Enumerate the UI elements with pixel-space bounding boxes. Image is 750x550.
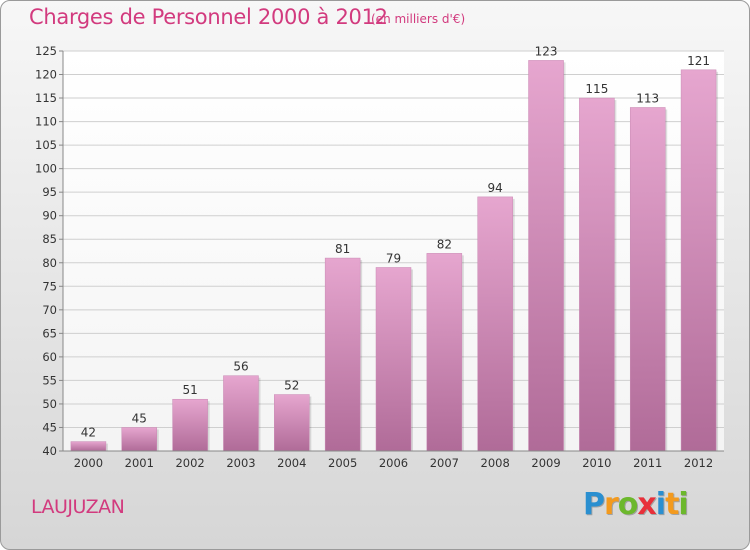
x-axis: 2000 2001 2002 2003 2004 2005 2006 2007 2008 2009… xyxy=(63,450,724,470)
logo-letter: i xyxy=(655,487,666,522)
bar-value-label: 52 xyxy=(284,379,299,393)
bar-2001 xyxy=(121,427,158,452)
bar-value-label: 79 xyxy=(386,251,401,265)
y-tick-label: 105 xyxy=(35,138,57,152)
logo-letter: x xyxy=(637,487,656,522)
bar-2011 xyxy=(629,107,666,452)
y-tick-label: 65 xyxy=(42,326,57,340)
x-tick-label: 2012 xyxy=(684,456,713,470)
logo-letter: t xyxy=(665,487,679,522)
x-tick-label: 2001 xyxy=(125,456,154,470)
bar-value-label: 115 xyxy=(585,82,608,96)
chart-title: Charges de Personnel 2000 à 2012 xyxy=(29,5,388,29)
y-tick-label: 80 xyxy=(42,256,57,270)
y-tick-label: 40 xyxy=(42,444,57,458)
bar-2007 xyxy=(426,253,463,452)
y-tick-label: 50 xyxy=(42,397,57,411)
logo-letter: o xyxy=(617,487,639,522)
y-tick-label: 110 xyxy=(35,115,57,129)
bar-value-label: 82 xyxy=(437,237,452,251)
bar-value-label: 56 xyxy=(233,360,248,374)
y-tick-label: 60 xyxy=(42,350,57,364)
proxiti-logo: Proxiti xyxy=(583,487,689,522)
x-tick-label: 2000 xyxy=(74,456,103,470)
x-tick-label: 2010 xyxy=(582,456,611,470)
bar-value-label: 42 xyxy=(81,426,96,440)
logo-letter: r xyxy=(604,487,619,522)
bar-value-label: 94 xyxy=(488,181,503,195)
x-tick-label: 2003 xyxy=(226,456,255,470)
bar-value-label: 51 xyxy=(182,383,197,397)
x-tick-label: 2007 xyxy=(430,456,459,470)
bar-2006 xyxy=(375,267,412,452)
bar-2003 xyxy=(223,375,259,452)
bar-chart: 40 45 50 55 60 65 70 75 80 85 90 95 100 105 110 115 120 1… xyxy=(35,44,724,470)
y-tick-label: 100 xyxy=(35,162,57,176)
bar-2009 xyxy=(528,60,564,452)
y-tick-label: 95 xyxy=(42,185,57,199)
y-tick-label: 45 xyxy=(42,420,57,434)
y-tick-label: 55 xyxy=(42,373,57,387)
y-tick-label: 115 xyxy=(35,91,57,105)
bar-2004 xyxy=(274,394,310,452)
bar-value-label: 81 xyxy=(335,242,350,256)
x-tick-label: 2004 xyxy=(277,456,306,470)
bar-2008 xyxy=(477,196,513,452)
bar-value-label: 121 xyxy=(687,54,710,68)
x-tick-label: 2002 xyxy=(175,456,204,470)
bar-value-label: 123 xyxy=(535,44,558,58)
y-tick-label: 120 xyxy=(35,68,57,82)
bar-value-label: 45 xyxy=(132,411,147,425)
y-tick-label: 75 xyxy=(42,279,57,293)
bar-2005 xyxy=(324,257,361,452)
bar-2002 xyxy=(172,398,208,452)
bar-2000 xyxy=(70,441,107,452)
x-tick-label: 2009 xyxy=(531,456,560,470)
logo-letter: P xyxy=(583,487,605,522)
x-tick-label: 2006 xyxy=(379,456,408,470)
bar-2012 xyxy=(680,69,717,452)
x-tick-label: 2005 xyxy=(328,456,357,470)
chart-subtitle: (en milliers d'€) xyxy=(371,12,466,26)
bar-value-label: 113 xyxy=(636,91,659,105)
bar-2010 xyxy=(579,97,615,452)
x-tick-label: 2011 xyxy=(633,456,662,470)
y-tick-label: 85 xyxy=(42,232,57,246)
commune-name: LAUJUZAN xyxy=(31,496,125,518)
logo-letter: i xyxy=(678,487,688,522)
bars: 42 45 51 56 52 81 79 82 94 123 115 113 121 xyxy=(70,44,719,452)
y-axis: 40 45 50 55 60 65 70 75 80 85 90 95 100 105 110 115 120 1… xyxy=(35,44,64,458)
y-tick-label: 125 xyxy=(35,44,57,58)
y-tick-label: 90 xyxy=(42,209,57,223)
x-tick-label: 2008 xyxy=(481,456,510,470)
y-tick-label: 70 xyxy=(42,303,57,317)
